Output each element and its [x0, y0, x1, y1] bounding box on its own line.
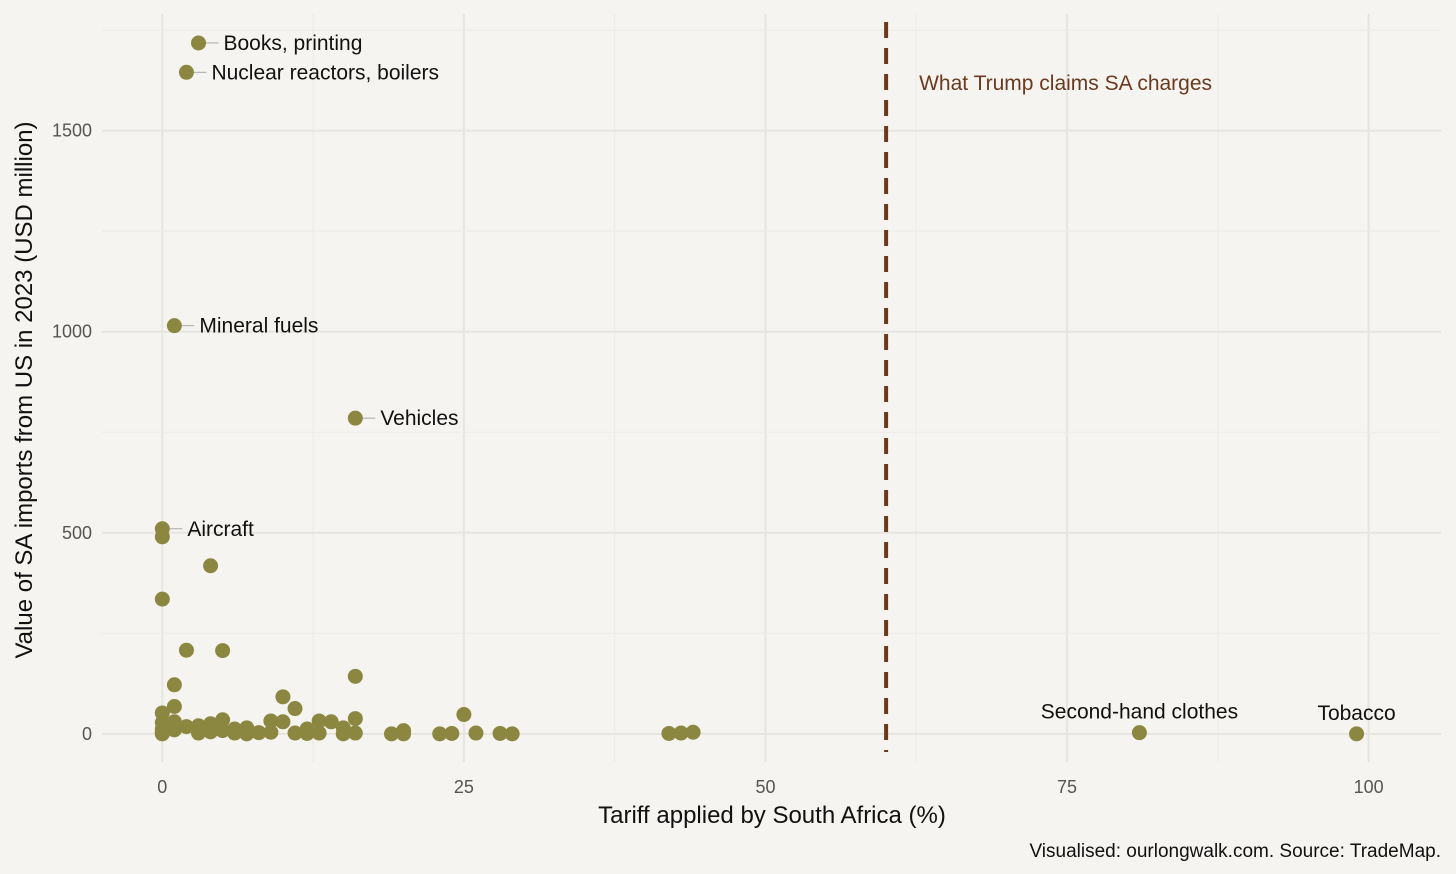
caption: Visualised: ourlongwalk.com. Source: Tra… [1029, 841, 1441, 862]
data-point [299, 725, 315, 741]
data-point [239, 726, 255, 742]
point-label: Mineral fuels [199, 315, 318, 338]
data-point [251, 725, 267, 741]
data-point [444, 725, 460, 741]
data-point [287, 725, 303, 741]
data-point [275, 714, 291, 730]
data-point [685, 724, 701, 740]
data-point [154, 591, 170, 607]
reference-line-group: What Trump claims SA charges [884, 22, 1212, 752]
labeled-data-point [1131, 725, 1147, 741]
data-point [504, 726, 520, 742]
y-tick-label: 0 [82, 724, 92, 744]
point-label: Nuclear reactors, boilers [211, 61, 439, 84]
data-point [468, 725, 484, 741]
data-point [673, 725, 689, 741]
data-point [432, 726, 448, 742]
data-point [166, 699, 182, 715]
data-point [166, 677, 182, 693]
data-point [323, 714, 339, 730]
point-label: Aircraft [187, 518, 254, 541]
data-point [263, 724, 279, 740]
point-label: Vehicles [380, 407, 458, 430]
data-point [203, 724, 219, 740]
leader-lines [169, 42, 376, 530]
point-label: Books, printing [224, 32, 363, 55]
y-tick-label: 1000 [52, 322, 92, 342]
data-point [275, 689, 291, 705]
data-point [178, 642, 194, 658]
grid [102, 14, 1441, 762]
data-point [178, 719, 194, 735]
labeled-data-point [347, 410, 363, 426]
data-point [347, 668, 363, 684]
data-point [227, 725, 243, 741]
y-tick-label: 1500 [52, 121, 92, 141]
data-point [215, 643, 231, 659]
x-tick-label: 50 [755, 777, 775, 797]
data-point [203, 558, 219, 574]
labeled-data-point [166, 318, 182, 334]
labeled-data-point [191, 35, 207, 51]
data-point [456, 707, 472, 723]
x-tick-label: 25 [454, 777, 474, 797]
reference-line-label: What Trump claims SA charges [919, 72, 1212, 95]
data-point [492, 725, 508, 741]
y-axis-title: Value of SA imports from US in 2023 (USD… [11, 121, 38, 658]
point-labels: Books, printing Nuclear reactors, boilers… [187, 32, 1395, 725]
data-point [215, 712, 231, 728]
data-point [347, 725, 363, 741]
data-point [311, 713, 327, 729]
data-point [191, 725, 207, 741]
data-points [154, 35, 1365, 742]
labeled-data-point [178, 64, 194, 80]
data-point [311, 725, 327, 741]
data-point [347, 711, 363, 727]
data-point [287, 701, 303, 717]
data-point [335, 726, 351, 742]
x-tick-label: 0 [157, 777, 167, 797]
data-point [154, 726, 170, 742]
x-tick-label: 100 [1354, 777, 1384, 797]
data-point [215, 723, 231, 739]
x-tick-label: 75 [1057, 777, 1077, 797]
y-tick-label: 500 [62, 523, 92, 543]
data-point [661, 725, 677, 741]
labeled-data-point [154, 521, 170, 537]
data-point [166, 722, 182, 738]
point-label: Tobacco [1317, 702, 1395, 725]
data-point [263, 713, 279, 729]
data-point [384, 726, 400, 742]
labeled-data-point [1349, 726, 1365, 742]
x-axis-title: Tariff applied by South Africa (%) [598, 802, 946, 829]
data-point [396, 726, 412, 742]
point-label: Second-hand clothes [1041, 701, 1238, 724]
